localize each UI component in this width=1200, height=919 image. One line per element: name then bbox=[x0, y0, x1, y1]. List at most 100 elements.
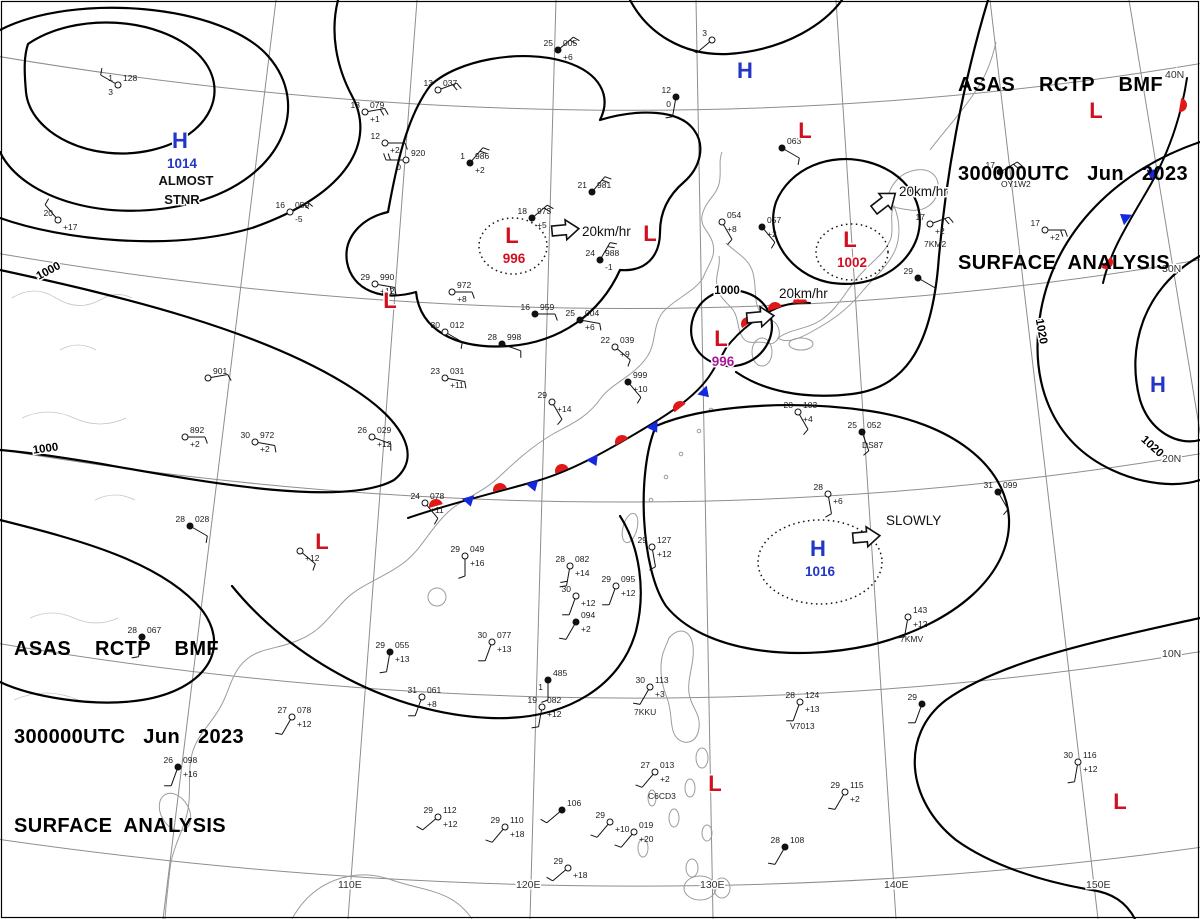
coastline-island bbox=[158, 792, 192, 832]
station-circle bbox=[794, 408, 802, 416]
station-plot: 25 052 bbox=[848, 420, 881, 456]
station-circle bbox=[531, 310, 539, 318]
wind-barb-tick bbox=[456, 82, 462, 89]
station-pressure: 082 bbox=[547, 695, 561, 705]
station-pressure: 998 bbox=[507, 332, 521, 342]
station-pressure: 128 bbox=[123, 73, 137, 83]
coastline-hokkaido bbox=[887, 169, 939, 211]
wind-barb-shaft bbox=[914, 706, 922, 723]
station-plot: 28 108 bbox=[768, 835, 804, 865]
low-center: L bbox=[1112, 788, 1128, 816]
wind-barb-tick bbox=[485, 839, 493, 843]
station-circle bbox=[204, 374, 212, 382]
warm-front-symbol bbox=[768, 302, 782, 312]
station-pressure: 108 bbox=[790, 835, 804, 845]
wind-barb-shaft bbox=[582, 320, 600, 324]
station-temp: 29 bbox=[361, 272, 371, 282]
station-temp: 25 bbox=[848, 420, 858, 430]
station-pressure: 052 bbox=[867, 420, 881, 430]
warm-front-symbol bbox=[429, 499, 443, 508]
wind-barb-shaft bbox=[533, 204, 548, 217]
wind-barb-tick bbox=[387, 153, 391, 161]
station-circle bbox=[611, 343, 619, 351]
station-pressure: 013 bbox=[660, 760, 674, 770]
wind-barb-tick bbox=[569, 39, 577, 44]
station-plot: 143+12 bbox=[897, 605, 928, 639]
station-plot: 16 059 -5 bbox=[276, 200, 314, 224]
coastline-taiwan bbox=[621, 512, 639, 544]
wind-barb-shaft bbox=[138, 639, 142, 657]
coastline-island bbox=[647, 789, 657, 807]
wind-barb-tick bbox=[633, 702, 641, 705]
wind-barb-shaft bbox=[593, 176, 606, 191]
station-temp: 30 bbox=[636, 675, 646, 685]
cold-front-symbol bbox=[697, 385, 709, 398]
cold-front-symbol bbox=[646, 420, 658, 433]
station-circle bbox=[461, 552, 469, 560]
wind-barb-shaft bbox=[792, 704, 800, 721]
wind-barb-shaft bbox=[834, 794, 844, 810]
coastline bbox=[701, 151, 723, 279]
station-temp: 29 bbox=[638, 535, 648, 545]
station-tendency: +18 bbox=[573, 870, 588, 880]
longitude-label: 140E bbox=[884, 879, 909, 891]
station-circle bbox=[434, 813, 442, 821]
station-plot: 920 0 bbox=[383, 148, 425, 172]
station-circle bbox=[466, 159, 474, 167]
station-circle bbox=[588, 188, 596, 196]
coastline-island bbox=[713, 877, 731, 899]
station-circle bbox=[914, 274, 922, 282]
station-plot: 26 029 +12 bbox=[358, 425, 392, 451]
station-tendency: +10 bbox=[615, 824, 630, 834]
station-pressure: 049 bbox=[470, 544, 484, 554]
longitude-label: 130E bbox=[700, 879, 725, 891]
station-temp: 27 bbox=[641, 760, 651, 770]
station-temp: 30 bbox=[431, 320, 441, 330]
station-temp: 29 bbox=[424, 805, 434, 815]
station-circle bbox=[381, 139, 389, 147]
wind-barb-tick bbox=[863, 450, 870, 456]
wind-barb-tick bbox=[1064, 229, 1068, 237]
wind-barb-shaft bbox=[374, 437, 391, 445]
station-temp: 26 bbox=[358, 425, 368, 435]
station-tendency: +10 bbox=[633, 384, 648, 394]
wind-barb-shaft bbox=[100, 74, 116, 84]
station-circle bbox=[708, 36, 716, 44]
station-circle bbox=[181, 433, 189, 441]
pressure-center-symbol: L bbox=[505, 223, 518, 248]
low-center: L 1002 20km/hr bbox=[815, 183, 950, 281]
station-tendency: +2 bbox=[190, 439, 200, 449]
station-plot: 18 973 +5 bbox=[518, 204, 554, 230]
wind-barb-shaft bbox=[377, 284, 395, 288]
station-plot: 29 +14 bbox=[538, 390, 572, 426]
ship-callsign: OY1W2 bbox=[1001, 179, 1031, 189]
coastline-island bbox=[637, 838, 649, 858]
wind-barb-tick bbox=[768, 862, 776, 865]
wind-barb-shaft bbox=[546, 811, 561, 824]
station-tendency: +16 bbox=[470, 558, 485, 568]
pressure-center-symbol: L bbox=[843, 227, 856, 252]
station-pressure: 078 bbox=[297, 705, 311, 715]
station-dewpoint: 0 bbox=[396, 162, 401, 172]
station-plot: 28 067 bbox=[128, 625, 161, 659]
station-temp: 26 bbox=[164, 755, 174, 765]
station-tendency: +3 bbox=[655, 689, 665, 699]
coastlines bbox=[158, 41, 997, 919]
station-pressure: 103 bbox=[803, 400, 817, 410]
station-circle bbox=[576, 316, 584, 324]
station-circle bbox=[402, 156, 410, 164]
isobar bbox=[1036, 140, 1200, 486]
station-tendency: +2 bbox=[850, 794, 860, 804]
meridian bbox=[1128, 0, 1200, 436]
longitude-label: 150E bbox=[1086, 879, 1111, 891]
station-pressure: 973 bbox=[537, 206, 551, 216]
wind-barb-tick bbox=[828, 807, 836, 810]
station-pressure: 082 bbox=[575, 554, 589, 564]
coastline-island bbox=[668, 808, 680, 828]
wind-barb-tick bbox=[609, 242, 617, 245]
station-tendency: -1 bbox=[605, 262, 613, 272]
station-plot: 13 079 +1 bbox=[351, 100, 389, 124]
motion-ellipse bbox=[815, 223, 889, 281]
